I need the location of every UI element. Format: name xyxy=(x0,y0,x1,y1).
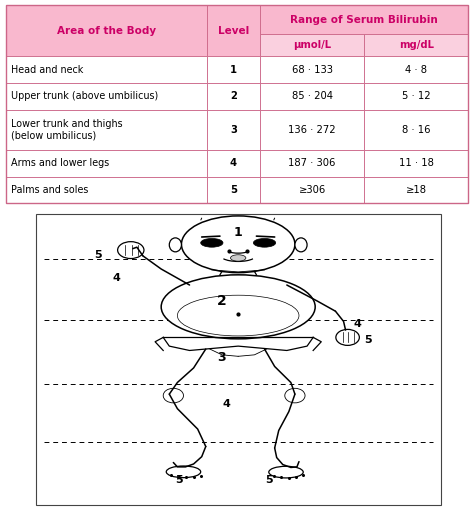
Text: Lower trunk and thighs
(below umbilicus): Lower trunk and thighs (below umbilicus) xyxy=(11,119,123,141)
Bar xyxy=(364,150,468,177)
Text: 85 · 204: 85 · 204 xyxy=(292,91,333,101)
Text: mg/dL: mg/dL xyxy=(399,40,434,50)
Ellipse shape xyxy=(254,238,276,247)
Text: Upper trunk (above umbilicus): Upper trunk (above umbilicus) xyxy=(11,91,158,101)
Bar xyxy=(364,34,468,56)
Text: 4: 4 xyxy=(222,399,230,409)
Text: ≥306: ≥306 xyxy=(299,185,326,195)
Text: 1: 1 xyxy=(230,64,237,75)
Bar xyxy=(6,5,207,56)
Bar xyxy=(260,150,364,177)
Ellipse shape xyxy=(161,275,315,339)
Bar xyxy=(6,56,207,83)
Bar xyxy=(6,83,207,110)
Text: 2: 2 xyxy=(217,294,227,308)
Ellipse shape xyxy=(166,466,201,477)
Bar xyxy=(6,177,207,203)
Bar xyxy=(260,34,364,56)
Text: 3: 3 xyxy=(230,125,237,135)
Text: 5: 5 xyxy=(364,335,372,345)
Text: 5: 5 xyxy=(230,185,237,195)
Text: 187 · 306: 187 · 306 xyxy=(289,159,336,168)
Ellipse shape xyxy=(201,238,223,247)
Bar xyxy=(207,177,260,203)
Ellipse shape xyxy=(230,255,246,261)
Bar xyxy=(260,56,364,83)
Bar xyxy=(260,5,468,34)
Bar xyxy=(6,150,207,177)
Text: 4: 4 xyxy=(230,159,237,168)
Text: Head and neck: Head and neck xyxy=(11,64,83,75)
Bar xyxy=(207,150,260,177)
Bar xyxy=(364,177,468,203)
Text: 68 · 133: 68 · 133 xyxy=(292,64,333,75)
Circle shape xyxy=(285,388,305,403)
Bar xyxy=(260,177,364,203)
Text: 2: 2 xyxy=(230,91,237,101)
Text: Palms and soles: Palms and soles xyxy=(11,185,89,195)
Ellipse shape xyxy=(118,242,144,259)
Ellipse shape xyxy=(169,238,182,252)
Text: Area of the Body: Area of the Body xyxy=(57,26,156,36)
Text: 4: 4 xyxy=(354,319,362,329)
Text: Range of Serum Bilirubin: Range of Serum Bilirubin xyxy=(291,14,438,25)
Bar xyxy=(364,83,468,110)
Text: 5: 5 xyxy=(265,475,273,485)
Text: 4 · 8: 4 · 8 xyxy=(405,64,427,75)
Ellipse shape xyxy=(269,466,303,478)
Ellipse shape xyxy=(295,238,307,252)
Text: 1: 1 xyxy=(234,226,243,239)
Ellipse shape xyxy=(336,330,359,346)
Bar xyxy=(364,56,468,83)
Bar xyxy=(207,83,260,110)
Circle shape xyxy=(163,388,183,403)
Bar xyxy=(260,83,364,110)
Bar xyxy=(207,110,260,150)
Text: 4: 4 xyxy=(113,273,120,283)
Text: 3: 3 xyxy=(218,351,226,364)
Text: 5: 5 xyxy=(94,250,102,260)
Bar xyxy=(364,110,468,150)
Text: 5 · 12: 5 · 12 xyxy=(402,91,430,101)
Text: 136 · 272: 136 · 272 xyxy=(288,125,336,135)
Ellipse shape xyxy=(182,216,295,272)
Ellipse shape xyxy=(177,295,299,336)
Text: Arms and lower legs: Arms and lower legs xyxy=(11,159,109,168)
Text: 8 · 16: 8 · 16 xyxy=(402,125,430,135)
Text: Level: Level xyxy=(218,26,249,36)
Bar xyxy=(207,5,260,56)
Bar xyxy=(260,110,364,150)
Text: 5: 5 xyxy=(175,475,183,485)
Text: μmol/L: μmol/L xyxy=(293,40,331,50)
Text: 11 · 18: 11 · 18 xyxy=(399,159,434,168)
Bar xyxy=(207,56,260,83)
Bar xyxy=(6,110,207,150)
Text: ≥18: ≥18 xyxy=(406,185,427,195)
